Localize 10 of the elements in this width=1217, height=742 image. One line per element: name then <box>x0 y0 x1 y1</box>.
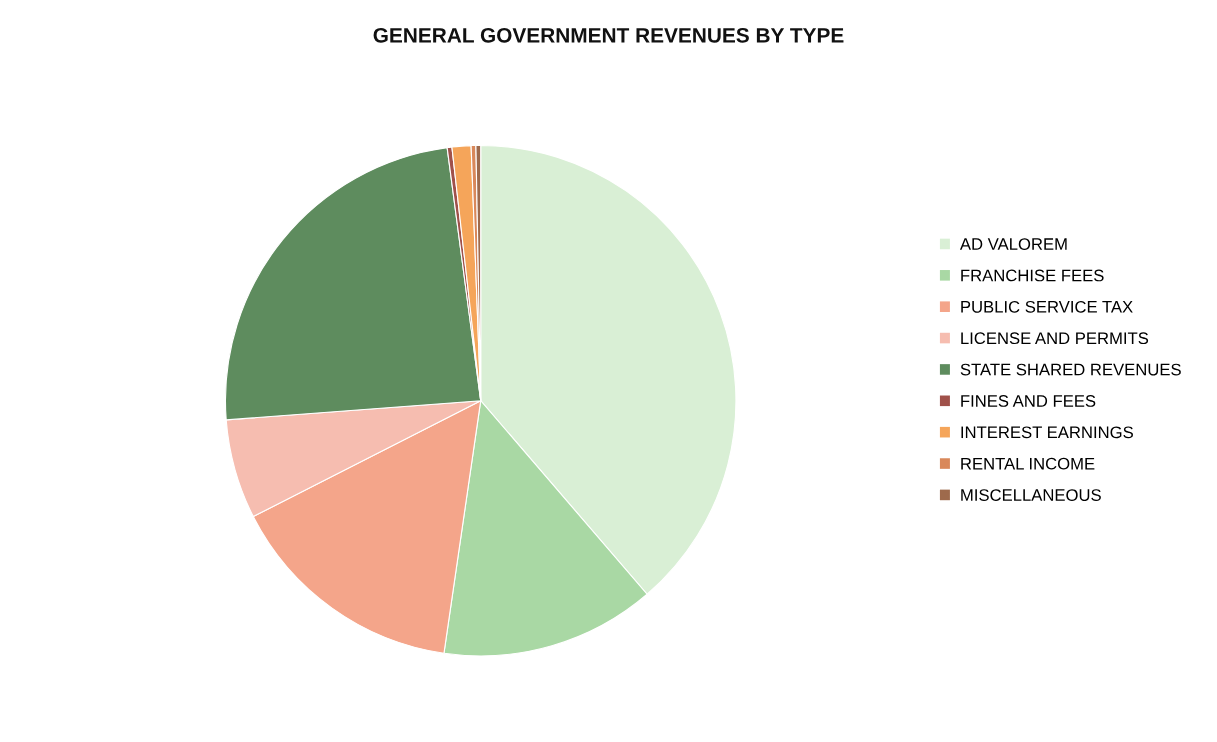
legend-label: MISCELLANEOUS <box>961 489 1101 501</box>
chart-title: GENERAL GOVERNMENT REVENUES BY TYPE <box>373 27 844 43</box>
legend-label: RENTAL INCOME <box>961 457 1095 470</box>
legend-label: FRANCHISE FEES <box>961 269 1104 282</box>
legend-label: INTEREST EARNINGS <box>961 426 1133 439</box>
legend-label: PUBLIC SERVICE TAX <box>961 300 1133 313</box>
legend-label: AD VALOREM <box>959 238 1067 250</box>
legend-label: FINES AND FEES <box>961 395 1096 407</box>
legend-label: STATE SHARED REVENUES <box>960 363 1181 376</box>
legend-label: LICENSE AND PERMITS <box>961 332 1149 345</box>
